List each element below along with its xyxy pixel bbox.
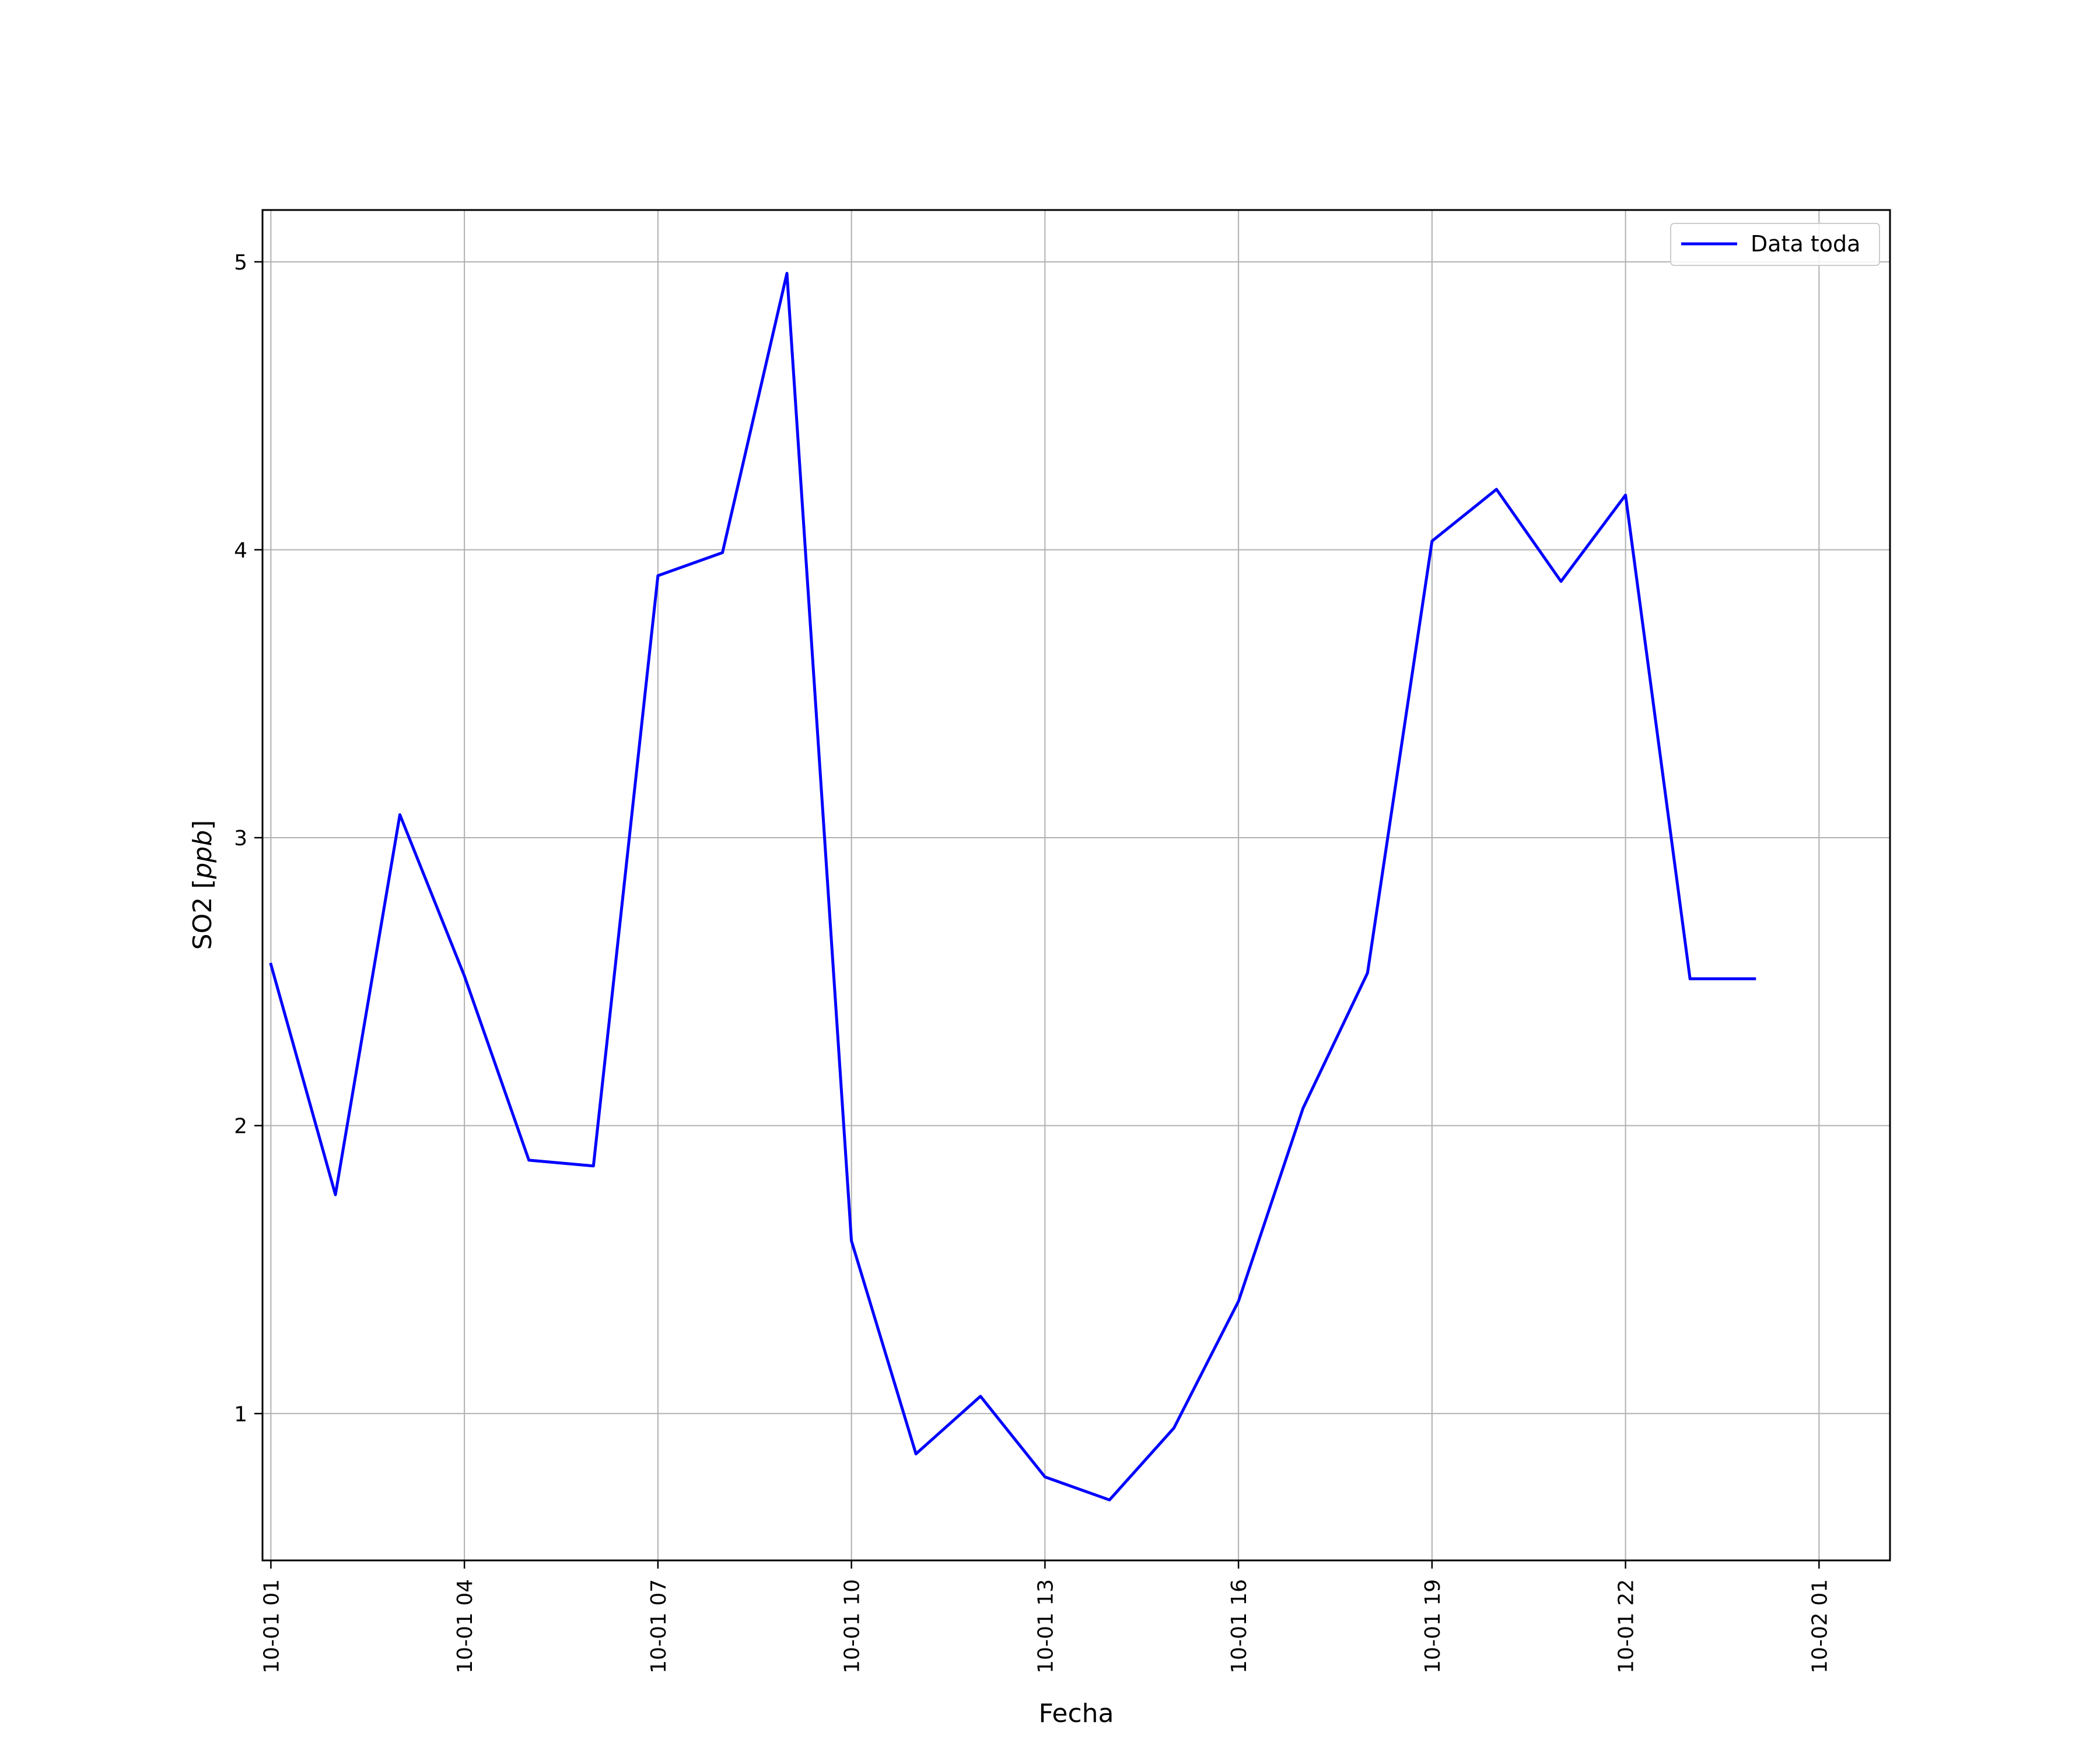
legend-box (1670, 223, 1880, 266)
x-tick-label: 10-01 22 (1615, 1579, 1639, 1674)
y-tick-label: 3 (234, 827, 247, 850)
data-point (1430, 539, 1434, 544)
data-point (1752, 977, 1757, 981)
y-axis-label-prefix: SO2 [ (188, 879, 218, 950)
data-point (785, 271, 789, 276)
series-layer (268, 271, 1757, 1502)
y-axis-label: SO2 [ppb] (188, 820, 218, 950)
x-tick-label: 10-01 10 (841, 1579, 864, 1674)
y-axis-label-unit: ppb (188, 830, 218, 880)
data-point (333, 1192, 338, 1197)
x-axis-label: Fecha (1038, 1699, 1114, 1728)
series-line (269, 272, 1756, 1502)
data-point (1365, 971, 1370, 975)
data-point (1172, 1426, 1177, 1430)
legend: Data toda (1670, 223, 1880, 266)
y-tick-label: 2 (234, 1115, 247, 1139)
data-point (591, 1164, 596, 1168)
x-tick-label: 10-01 04 (453, 1579, 477, 1674)
data-point (1688, 977, 1692, 981)
y-tick-label: 1 (234, 1402, 247, 1426)
x-tick-label: 10-01 16 (1227, 1579, 1251, 1674)
data-point (978, 1394, 983, 1399)
grid (262, 210, 1890, 1560)
data-point (1042, 1475, 1047, 1479)
data-point (527, 1158, 531, 1163)
data-point (462, 974, 467, 978)
y-axis-label-suffix: ] (188, 820, 218, 830)
data-point (720, 550, 725, 555)
data-point (1107, 1497, 1112, 1502)
ticks: 10-01 01 10-01 04 10-01 07 10-01 10 10-01 13… (234, 251, 1832, 1674)
data-point (914, 1451, 918, 1456)
data-point (656, 573, 660, 578)
x-tick-label: 10-01 19 (1421, 1579, 1445, 1674)
legend-label: Data toda (1751, 231, 1860, 257)
data-point (1494, 487, 1499, 492)
x-tick-label: 10-01 13 (1034, 1579, 1058, 1674)
y-tick-label: 4 (234, 538, 247, 562)
x-tick-label: 10-01 01 (260, 1579, 284, 1674)
y-tick-label: 5 (234, 251, 247, 275)
data-point (268, 962, 273, 967)
x-tick-label: 10-01 07 (647, 1579, 671, 1674)
data-point (849, 1238, 854, 1243)
plot-frame (261, 209, 1891, 1562)
data-point (398, 813, 402, 817)
data-point (1301, 1106, 1306, 1111)
data-point (1559, 579, 1563, 584)
x-tick-label: 10-02 01 (1808, 1579, 1832, 1674)
data-point (1236, 1299, 1241, 1304)
data-point (1623, 493, 1628, 498)
